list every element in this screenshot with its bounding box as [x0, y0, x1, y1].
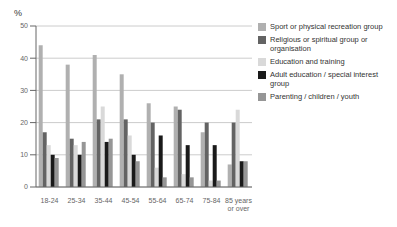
svg-text:18-24: 18-24 — [41, 197, 59, 204]
svg-text:55-64: 55-64 — [149, 197, 167, 204]
html-text:Parenting / children / youth: Parenting / children / youth — [270, 92, 360, 101]
svg-text:40: 40 — [20, 55, 28, 62]
svg-text:25-34: 25-34 — [68, 197, 86, 204]
html-text:Religious or spiritual group o: Religious or spiritual group or organisa… — [270, 35, 368, 53]
svg-text:35-44: 35-44 — [95, 197, 113, 204]
svg-text:20: 20 — [20, 119, 28, 126]
svg-text:75-84: 75-84 — [203, 197, 221, 204]
svg-text:0: 0 — [24, 183, 28, 190]
svg-text:30: 30 — [20, 87, 28, 94]
svg-text:50: 50 — [20, 22, 28, 29]
svg-text:85 yearsor over: 85 yearsor over — [225, 197, 252, 212]
html-text:Sport or physical recreation g: Sport or physical recreation group — [270, 22, 383, 31]
html-text:Education and training: Education and training — [270, 57, 345, 66]
svg-text:65-74: 65-74 — [176, 197, 194, 204]
html-text:Adult education / special inte: Adult education / special interest group — [270, 70, 378, 88]
svg-text:10: 10 — [20, 151, 28, 158]
svg-text:45-54: 45-54 — [122, 197, 140, 204]
